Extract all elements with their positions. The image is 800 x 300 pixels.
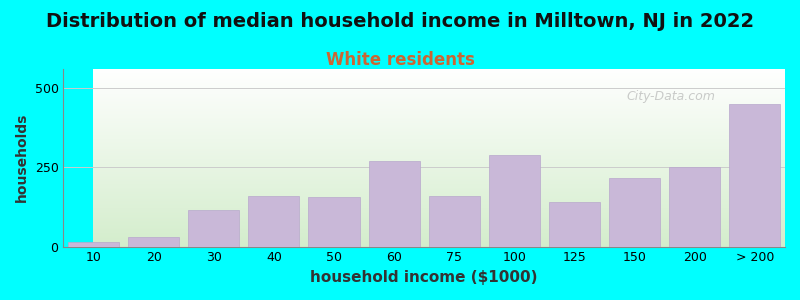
Y-axis label: households: households	[15, 113, 29, 202]
X-axis label: household income ($1000): household income ($1000)	[310, 270, 538, 285]
Bar	[128, 237, 179, 247]
Bar	[730, 104, 781, 247]
Bar	[670, 167, 720, 247]
Bar	[248, 196, 299, 247]
Text: City-Data.com: City-Data.com	[626, 90, 715, 103]
Text: White residents: White residents	[326, 51, 474, 69]
Bar	[68, 242, 119, 247]
Bar	[429, 196, 480, 247]
Bar	[609, 178, 660, 247]
Bar	[489, 154, 540, 247]
Bar	[309, 197, 359, 247]
Bar	[369, 161, 420, 247]
Bar	[549, 202, 600, 247]
Bar	[188, 210, 239, 247]
Text: Distribution of median household income in Milltown, NJ in 2022: Distribution of median household income …	[46, 12, 754, 31]
